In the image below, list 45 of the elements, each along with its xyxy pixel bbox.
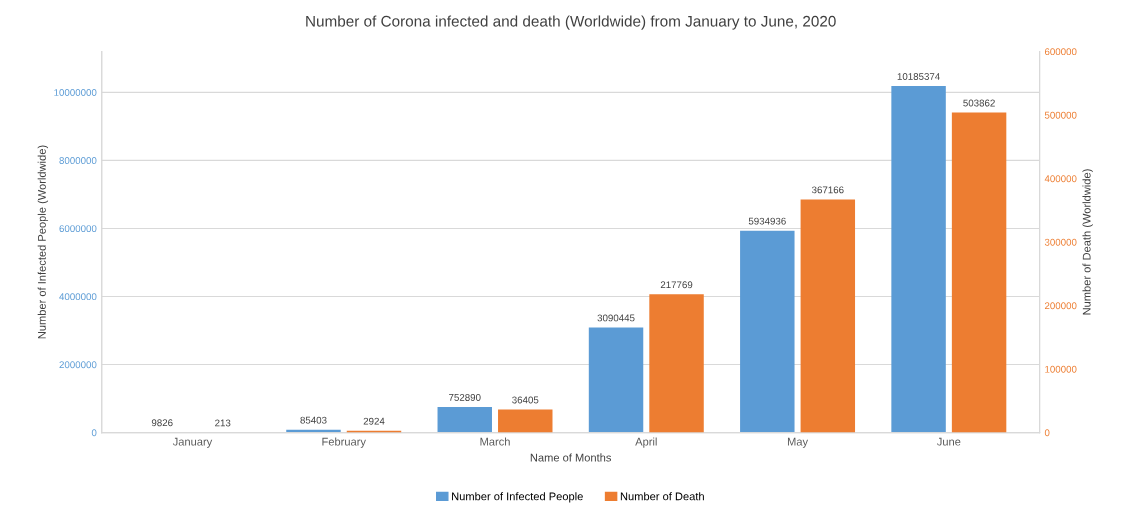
y-axis-title: Number of Infected People (Worldwide) (37, 145, 49, 339)
y2-axis-title: Number of Death (Worldwide) (1082, 169, 1093, 315)
y2-tick-label: 400000 (1044, 175, 1077, 183)
data-label: 85403 (300, 416, 327, 424)
legend-label: Number of Infected People (452, 492, 583, 503)
data-label: 36405 (512, 396, 539, 404)
x-tick-label: May (787, 437, 809, 448)
data-label: 9826 (151, 419, 173, 427)
y2-tick-label: 600000 (1044, 48, 1077, 56)
y-tick-label: 4000000 (59, 293, 97, 301)
bar (891, 86, 946, 433)
legend-label: Number of Death (620, 492, 704, 501)
bar (951, 112, 1007, 433)
bar (437, 406, 492, 433)
y-tick-label: 6000000 (59, 225, 97, 233)
y2-tick-label: 200000 (1044, 302, 1077, 310)
bar (800, 199, 856, 433)
x-tick-label: April (635, 437, 657, 448)
data-label: 3090445 (597, 314, 635, 322)
x-tick-label: June (936, 437, 961, 446)
bar (740, 230, 795, 433)
y-tick-label: 2000000 (59, 361, 97, 369)
bar (498, 409, 553, 433)
data-label: 2924 (363, 417, 385, 425)
y2-tick-label: 100000 (1045, 365, 1077, 373)
y-tick-label: 10000000 (54, 89, 97, 96)
x-tick-label: February (322, 437, 366, 448)
y2-tick-label: 500000 (1044, 111, 1077, 119)
y2-tick-label: 300000 (1044, 238, 1077, 246)
data-label: 5934936 (748, 217, 786, 225)
data-label: 217769 (660, 281, 693, 289)
x-tick-label: March (480, 437, 510, 446)
y2-tick-label: 0 (1044, 429, 1050, 437)
chart-title: Number of Corona infected and death (Worldwide) from January to June, 2020 (306, 15, 836, 30)
y-tick-label: 0 (91, 429, 97, 437)
data-label: 752890 (449, 394, 481, 401)
data-label: 367166 (811, 186, 844, 194)
data-label: 503862 (963, 99, 995, 107)
bar (588, 327, 644, 433)
data-label: 10185374 (897, 73, 940, 80)
x-axis-title: Name of Months (530, 453, 612, 462)
x-tick-label: January (172, 437, 213, 448)
y-tick-label: 8000000 (59, 157, 97, 164)
bar (649, 294, 704, 433)
data-label: 213 (215, 419, 231, 427)
